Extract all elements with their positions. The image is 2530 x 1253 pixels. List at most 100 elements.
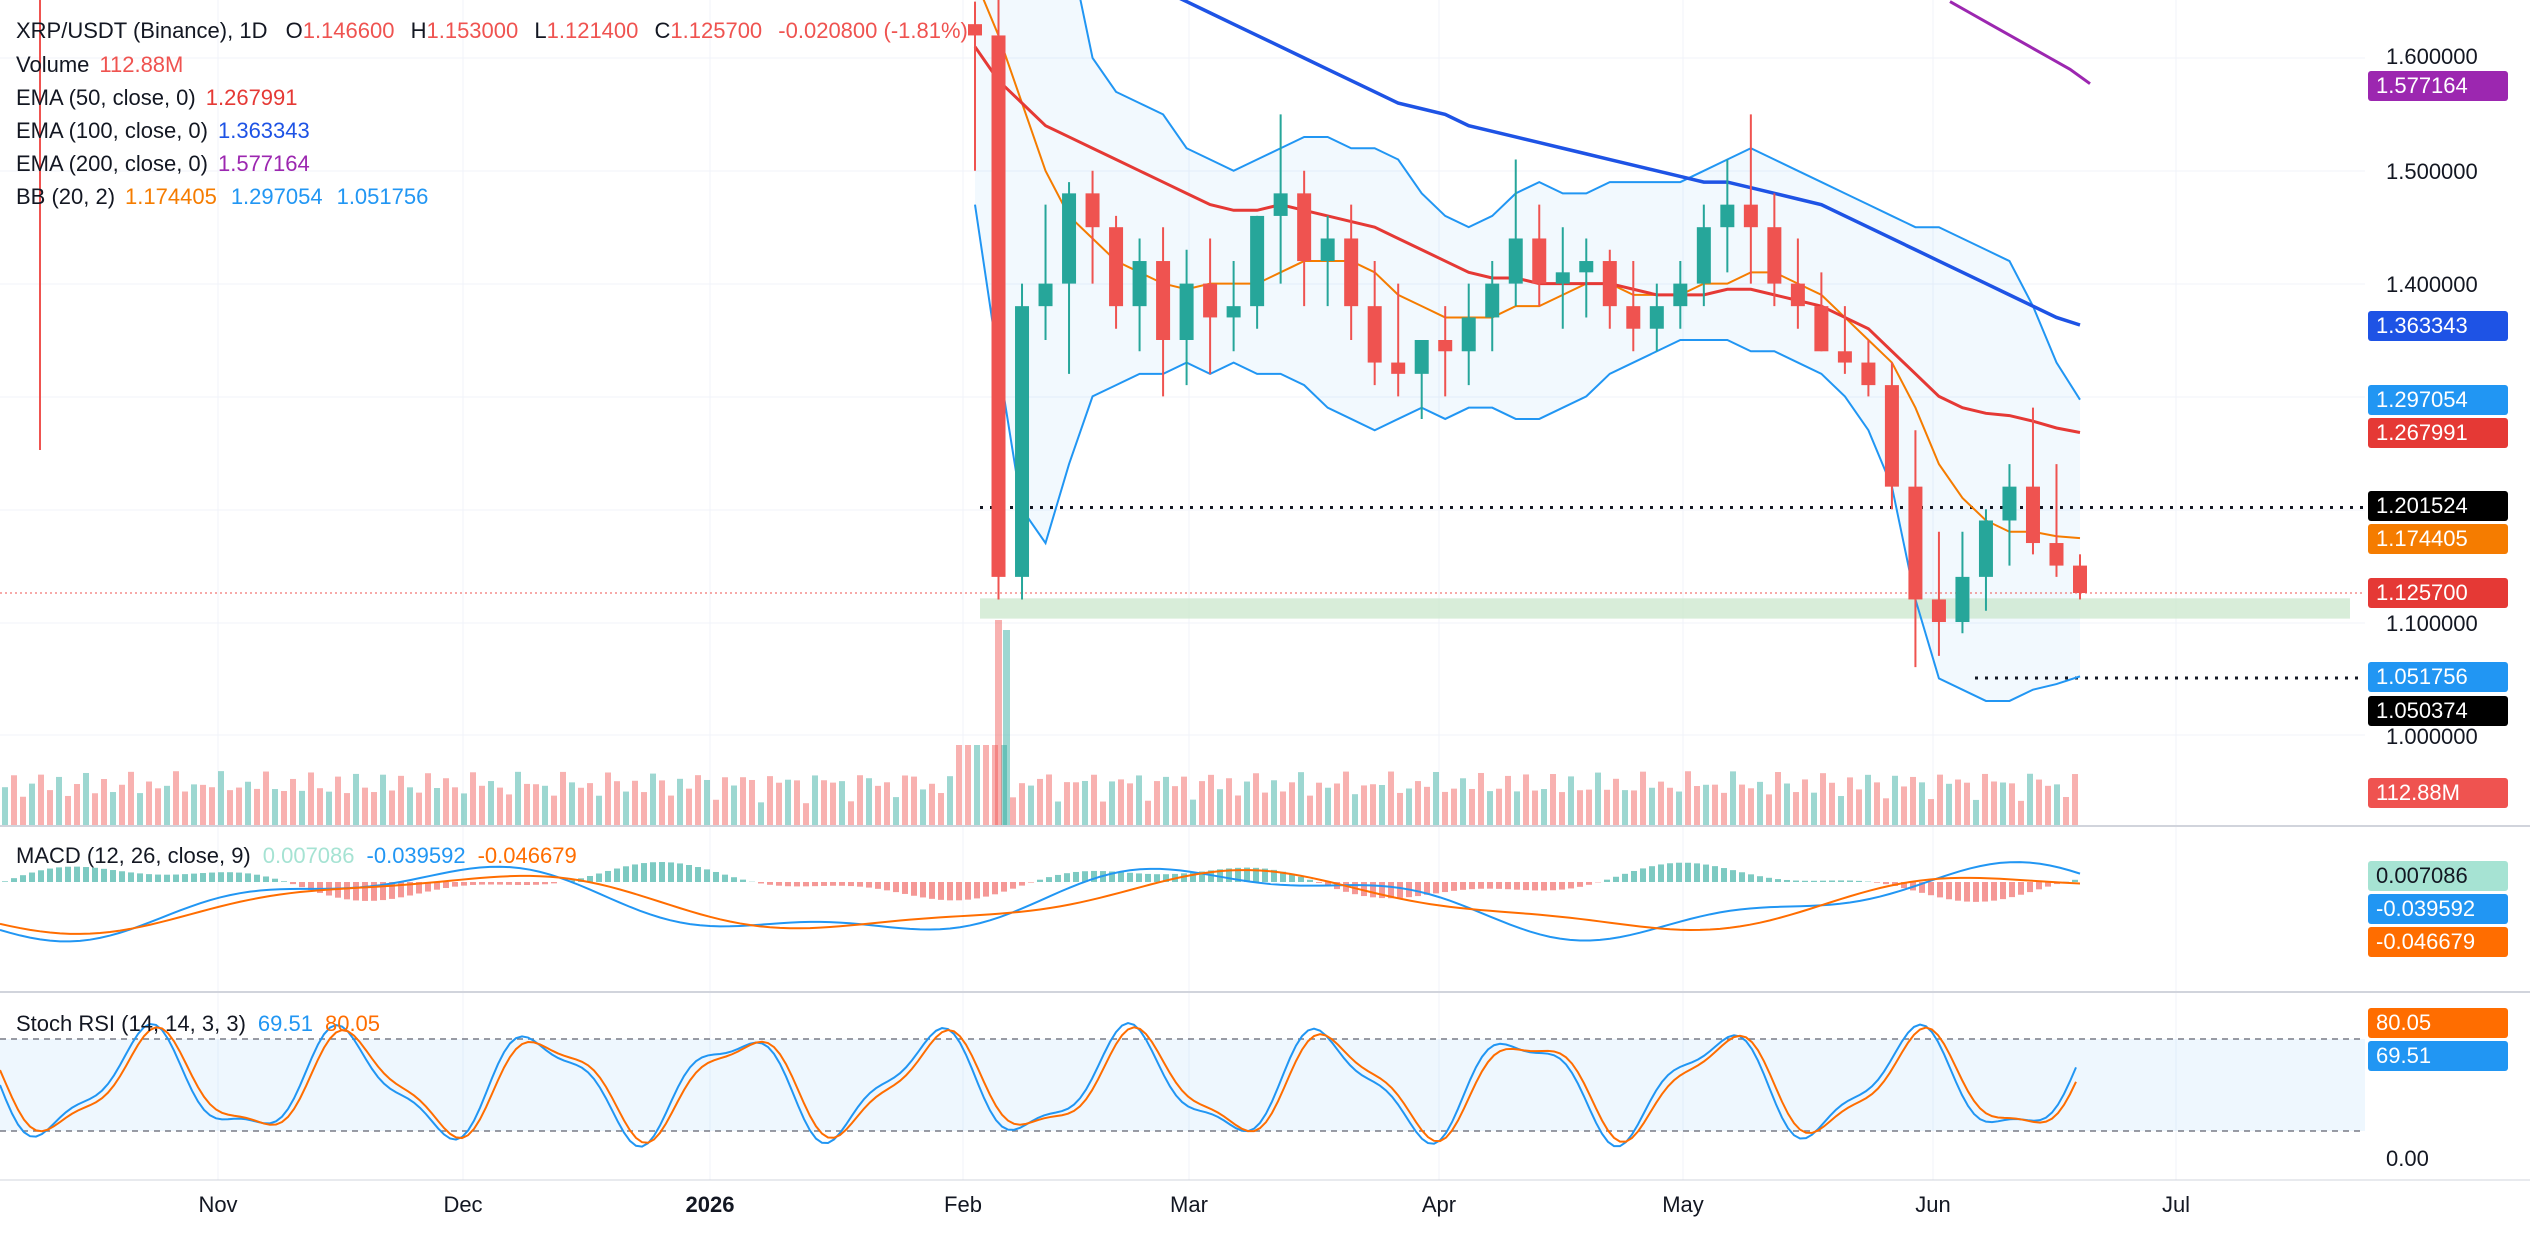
ema200-legend[interactable]: EMA (200, close, 0) 1.577164	[16, 151, 310, 177]
macd-histogram-bar	[1190, 872, 1196, 882]
ema200-badge: 1.577164	[2368, 71, 2508, 101]
macd-histogram-bar	[182, 874, 188, 882]
candle-body	[1179, 283, 1194, 340]
ema100-label: EMA (100, close, 0)	[16, 118, 208, 143]
macd-histogram-bar	[1199, 871, 1205, 882]
bb-legend[interactable]: BB (20, 2) 1.174405 1.297054 1.051756	[16, 184, 442, 210]
ema50-legend[interactable]: EMA (50, close, 0) 1.267991	[16, 85, 298, 111]
macd-histogram-bar	[812, 882, 818, 887]
macd-histogram-bar	[2072, 879, 2078, 882]
macd-histogram-bar	[488, 882, 494, 885]
volume-bar	[551, 795, 557, 825]
last-price-badge: 1.125700	[2368, 578, 2508, 608]
macd-histogram-bar	[407, 882, 413, 896]
volume-bar	[452, 787, 458, 825]
macd-histogram-bar	[1361, 882, 1367, 897]
candle-body	[1978, 520, 1993, 577]
macd-histogram-bar	[920, 882, 926, 898]
volume-bar	[1181, 776, 1187, 825]
candle-body	[1814, 306, 1829, 352]
volume-bar	[479, 785, 485, 825]
macd-histogram-bar	[389, 882, 395, 899]
macd-histogram-bar	[191, 873, 197, 882]
macd-histogram-bar	[29, 872, 35, 882]
volume-bar	[1046, 774, 1052, 825]
macd-histogram-bar	[1685, 862, 1691, 882]
volume-bar	[1109, 781, 1115, 825]
volume-bar	[317, 788, 323, 825]
volume-bar	[1397, 792, 1403, 825]
macd-histogram-bar	[1649, 866, 1655, 882]
macd-histogram-bar	[587, 875, 593, 882]
macd-histogram-bar	[623, 866, 629, 882]
ema100-value: 1.363343	[217, 118, 310, 143]
volume-bar	[1406, 788, 1412, 825]
macd-histogram-bar	[1766, 877, 1772, 882]
volume-bar	[1118, 779, 1124, 825]
low-label: L	[534, 18, 547, 43]
volume-bar	[200, 784, 206, 825]
macd-histogram-bar	[299, 882, 305, 888]
macd-histogram-bar	[1145, 873, 1151, 882]
ema100-legend[interactable]: EMA (100, close, 0) 1.363343	[16, 118, 310, 144]
volume-bar	[92, 793, 98, 825]
macd-histogram-bar	[38, 870, 44, 882]
macd-histogram-bar	[776, 882, 782, 886]
volume-bar	[632, 780, 638, 825]
macd-histogram-bar	[11, 878, 17, 882]
macd-histogram-bar	[155, 874, 161, 882]
volume-bar	[1784, 783, 1790, 825]
volume-bar	[695, 775, 701, 825]
macd-histogram-bar	[1226, 868, 1232, 882]
price-tick: 1.100000	[2386, 611, 2478, 636]
volume-bar	[488, 781, 494, 825]
volume-legend[interactable]: Volume 112.88M	[16, 52, 183, 78]
macd-histogram-bar	[227, 872, 233, 882]
volume-bar	[650, 773, 656, 825]
macd-histogram-bar	[281, 881, 287, 882]
candle-body	[1132, 261, 1147, 307]
volume-bar	[1442, 791, 1448, 825]
volume-bar	[1559, 792, 1565, 825]
macd-histogram-bar	[209, 872, 215, 882]
candle-body	[1649, 306, 1664, 329]
volume-bar	[1910, 776, 1916, 825]
stoch-legend[interactable]: Stoch RSI (14, 14, 3, 3) 69.51 80.05	[16, 1011, 392, 1037]
macd-histogram-bar	[884, 882, 890, 891]
macd-histogram-bar	[479, 882, 485, 885]
macd-histogram-bar	[1928, 882, 1934, 896]
macd-histogram-bar	[506, 882, 512, 885]
volume-bar	[821, 780, 827, 825]
macd-histogram-bar	[1568, 882, 1574, 889]
volume-bar	[1991, 781, 1997, 825]
macd-legend[interactable]: MACD (12, 26, close, 9) 0.007086 -0.039592…	[16, 843, 589, 869]
volume-bar	[308, 772, 314, 825]
candle-body	[1837, 351, 1852, 363]
close-label: C	[654, 18, 671, 43]
volume-bar	[1019, 783, 1025, 825]
macd-histogram-bar	[110, 870, 116, 882]
volume-bar	[1028, 785, 1034, 825]
volume-bar	[1460, 778, 1466, 825]
bb-basis-badge: 1.174405	[2368, 524, 2508, 554]
macd-histogram-bar	[1874, 882, 1880, 883]
volume-bar	[1154, 781, 1160, 825]
time-label: Jul	[2161, 1192, 2191, 1217]
volume-bar	[920, 789, 926, 825]
volume-bar	[254, 788, 260, 825]
macd-histogram-bar	[128, 872, 134, 882]
macd-histogram-bar	[713, 871, 719, 882]
macd-histogram-bar	[2027, 882, 2033, 893]
volume-bar	[47, 790, 53, 825]
volume-bar	[236, 787, 242, 825]
candle-body	[1884, 385, 1899, 487]
symbol-title[interactable]: XRP/USDT (Binance), 1D	[16, 18, 268, 43]
macd-histogram-bar	[803, 882, 809, 887]
volume-bar	[1163, 776, 1169, 825]
ema50-badge: 1.267991	[2368, 418, 2508, 448]
macd-histogram-bar	[1640, 868, 1646, 882]
volume-bar	[20, 796, 26, 825]
macd-histogram-bar	[1622, 873, 1628, 882]
volume-bar	[344, 793, 350, 825]
macd-histogram-bar	[1217, 869, 1223, 882]
